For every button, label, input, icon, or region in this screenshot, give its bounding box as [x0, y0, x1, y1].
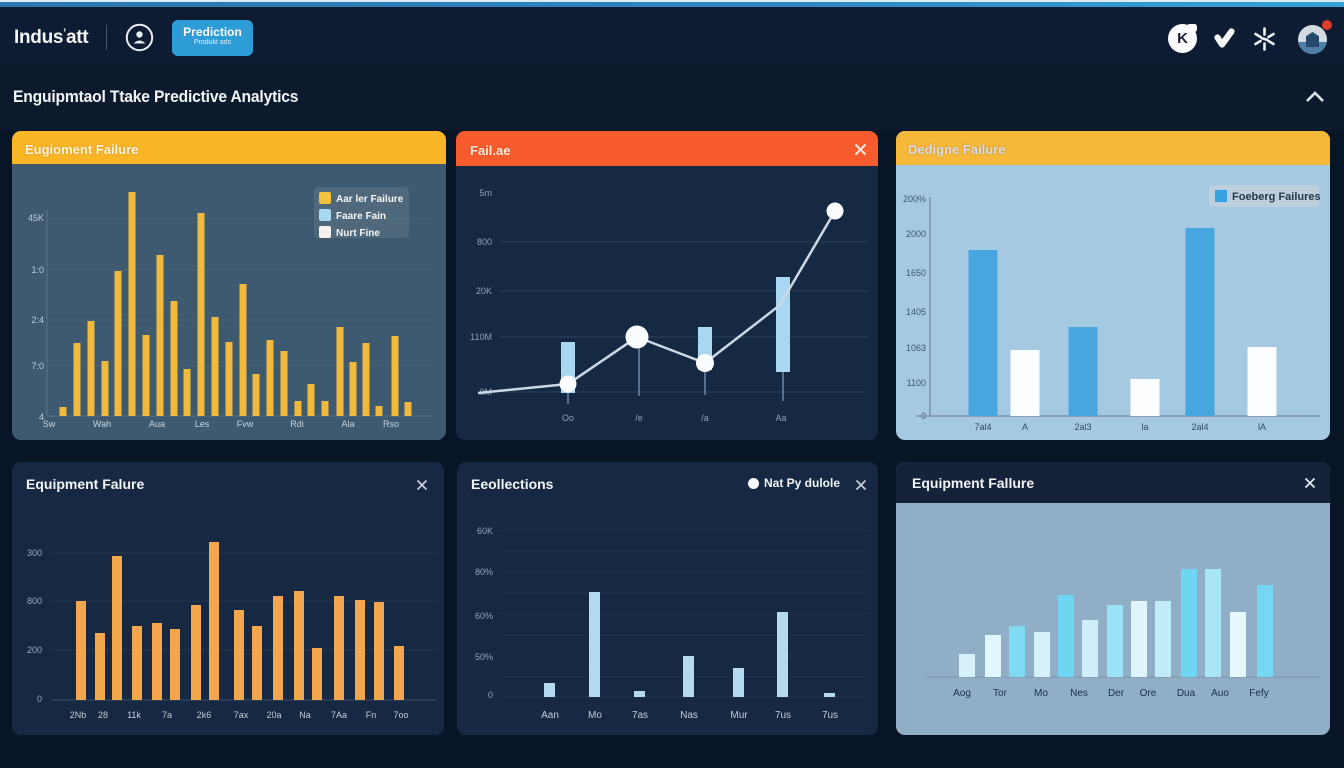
svg-text:Nurt Fine: Nurt Fine — [336, 228, 380, 239]
svg-text:A: A — [1022, 422, 1028, 432]
svg-text:2:4: 2:4 — [31, 315, 44, 325]
svg-text:7oo: 7oo — [393, 710, 408, 720]
svg-text:Tor: Tor — [993, 688, 1008, 699]
svg-text:1650: 1650 — [906, 268, 926, 278]
svg-text:Oo: Oo — [562, 413, 574, 423]
svg-text:Foeberg Failures: Foeberg Failures — [1232, 191, 1321, 203]
svg-text:20K: 20K — [476, 286, 492, 296]
svg-text:1405: 1405 — [906, 307, 926, 317]
svg-text:Aa: Aa — [775, 413, 786, 423]
svg-text:Les: Les — [195, 419, 210, 429]
svg-text:60%: 60% — [475, 611, 493, 621]
svg-text:0: 0 — [488, 690, 493, 700]
svg-text:Ore: Ore — [1140, 688, 1157, 699]
svg-text:7:0: 7:0 — [31, 361, 44, 371]
svg-text:Aua: Aua — [149, 419, 165, 429]
svg-text:11k: 11k — [127, 710, 141, 720]
svg-text:2k6: 2k6 — [197, 710, 212, 720]
svg-text:0: 0 — [37, 694, 42, 704]
svg-text:800: 800 — [477, 237, 492, 247]
svg-text:28: 28 — [98, 710, 108, 720]
svg-text:Fn: Fn — [366, 710, 377, 720]
svg-text:7us: 7us — [822, 710, 838, 721]
svg-text:Aan: Aan — [541, 710, 559, 721]
svg-text:20a: 20a — [266, 710, 281, 720]
svg-text:la: la — [1141, 422, 1148, 432]
svg-text:Wah: Wah — [93, 419, 111, 429]
svg-text:Fefy: Fefy — [1249, 688, 1268, 699]
svg-text:Mo: Mo — [588, 710, 602, 721]
svg-text:Dua: Dua — [1177, 688, 1196, 699]
svg-text:1063: 1063 — [906, 343, 926, 353]
svg-text:200: 200 — [27, 645, 42, 655]
svg-text:7Aa: 7Aa — [331, 710, 347, 720]
svg-text:7ax: 7ax — [234, 710, 249, 720]
svg-text:Nes: Nes — [1070, 688, 1088, 699]
svg-text:Na: Na — [299, 710, 311, 720]
svg-text:7us: 7us — [775, 710, 791, 721]
svg-text:110M: 110M — [470, 332, 492, 342]
svg-text:Auo: Auo — [1211, 688, 1229, 699]
svg-text:2000: 2000 — [906, 229, 926, 239]
svg-text:1:0: 1:0 — [31, 265, 44, 275]
svg-text:800: 800 — [27, 596, 42, 606]
svg-text:Nas: Nas — [680, 710, 698, 721]
svg-text:2al3: 2al3 — [1074, 422, 1091, 432]
svg-text:Rdi: Rdi — [290, 419, 304, 429]
svg-text:/a: /a — [701, 413, 709, 423]
svg-text:60K: 60K — [477, 526, 493, 536]
svg-text:45K: 45K — [28, 213, 44, 223]
svg-text:Rso: Rso — [383, 419, 399, 429]
svg-text:1100: 1100 — [907, 378, 926, 388]
svg-text:7as: 7as — [632, 710, 648, 721]
svg-text:Sw: Sw — [43, 419, 56, 429]
svg-text:200%: 200% — [903, 194, 926, 204]
svg-text:50%: 50% — [475, 652, 493, 662]
svg-text:7al4: 7al4 — [974, 422, 991, 432]
svg-text:Fvw: Fvw — [237, 419, 254, 429]
svg-text:7a: 7a — [162, 710, 172, 720]
svg-text:4: 4 — [39, 412, 44, 422]
svg-text:/e: /e — [635, 413, 643, 423]
svg-text:Mo: Mo — [1034, 688, 1048, 699]
svg-text:80%: 80% — [475, 567, 493, 577]
svg-text:2Nb: 2Nb — [70, 710, 87, 720]
svg-text:Aog: Aog — [953, 688, 971, 699]
svg-text:300: 300 — [27, 548, 42, 558]
svg-text:Faare Fain: Faare Fain — [336, 211, 386, 222]
svg-text:5m: 5m — [479, 188, 492, 198]
svg-text:Ala: Ala — [341, 419, 354, 429]
svg-text:lA: lA — [1258, 422, 1266, 432]
svg-text:Der: Der — [1108, 688, 1125, 699]
svg-text:2al4: 2al4 — [1191, 422, 1208, 432]
svg-text:Aar ler Failure: Aar ler Failure — [336, 194, 404, 205]
svg-text:Mur: Mur — [730, 710, 748, 721]
